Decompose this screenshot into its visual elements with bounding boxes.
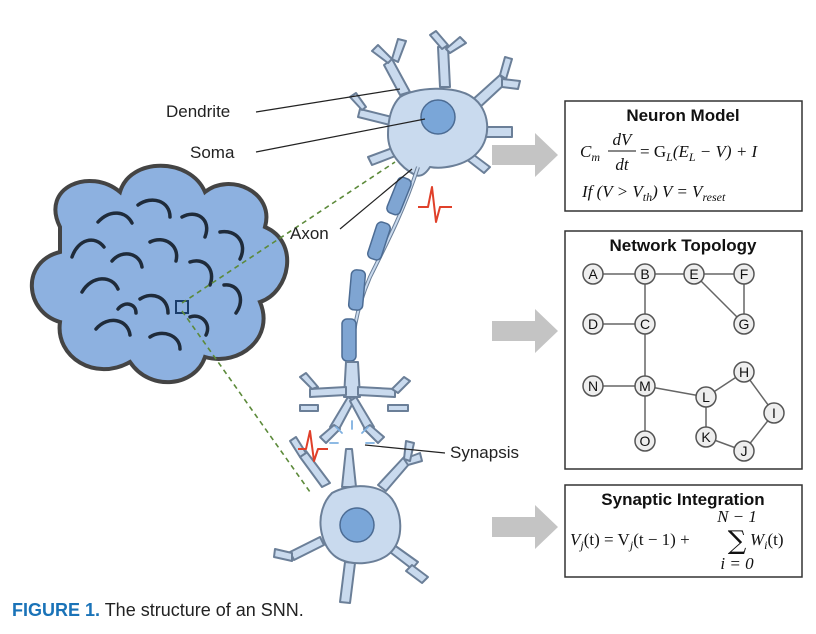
topology-node-circle (582, 313, 604, 335)
topology-node-circle (634, 430, 656, 452)
topology-node: J (733, 440, 755, 462)
integration-equation-rhs: Wi(t) (750, 530, 784, 552)
synaptic-integration-box: Synaptic Integration Vj(t) = Vj(t − 1) +… (564, 484, 803, 578)
topology-node: C (634, 313, 656, 335)
topology-node-circle (733, 440, 755, 462)
topology-node-circle (634, 313, 656, 335)
topology-node: G (733, 313, 755, 335)
sigma-symbol: ∑ (728, 526, 747, 556)
dt-denominator: dt (615, 155, 630, 174)
axon-label: Axon (290, 224, 329, 243)
topology-node-label: E (689, 266, 698, 282)
sum-upper-limit: N − 1 (716, 507, 757, 526)
figure-caption: FIGURE 1. The structure of an SNN. (12, 600, 304, 621)
sum-lower-limit: i = 0 (720, 554, 754, 573)
topology-node-label: A (588, 266, 598, 282)
topology-node: D (582, 313, 604, 335)
topology-node-label: C (640, 316, 650, 332)
synaptic-integration-title: Synaptic Integration (601, 490, 764, 509)
topology-node-circle (582, 375, 604, 397)
zoom-lines (181, 161, 396, 493)
caption-text: The structure of an SNN. (100, 600, 304, 620)
synapse-glow (329, 420, 375, 444)
top-soma-nucleus (420, 99, 456, 135)
topology-node: L (695, 386, 717, 408)
soma-label: Soma (190, 143, 235, 162)
network-topology-box: Network Topology A B E F D C G N M H L I O K J (564, 230, 803, 470)
topology-node-circle (695, 386, 717, 408)
topology-node-label: N (588, 378, 598, 394)
figure-label: FIGURE 1. (12, 600, 101, 620)
neuron-model-box: Neuron Model Cm dV dt = GL(EL − V) + I I… (564, 100, 803, 212)
dv-numerator: dV (613, 130, 635, 149)
arrow-right-icon-3 (492, 505, 558, 549)
topology-node-label: G (739, 316, 750, 332)
topology-node-label: B (640, 266, 649, 282)
bottom-soma-nucleus (339, 507, 375, 543)
topology-node-circle (582, 263, 604, 285)
axon (341, 166, 420, 368)
dendrite-label: Dendrite (166, 102, 230, 121)
topology-node-label: M (639, 378, 651, 394)
topology-node-circle (683, 263, 705, 285)
topology-node: H (733, 361, 755, 383)
topology-node-label: F (740, 266, 749, 282)
topology-node-label: L (702, 389, 710, 405)
cm-symbol: Cm (580, 142, 600, 164)
topology-node-circle (733, 361, 755, 383)
spike-icon-synapse (298, 430, 328, 462)
topology-node: E (683, 263, 705, 285)
topology-node-circle (634, 375, 656, 397)
topology-node: F (733, 263, 755, 285)
reset-condition: If (V > Vth) V = Vreset (581, 182, 726, 204)
leader-lines (255, 88, 446, 454)
topology-node-label: J (741, 443, 748, 459)
integration-equation-lhs: Vj(t) = Vj(t − 1) + (570, 530, 690, 552)
axon-terminals (299, 361, 411, 444)
neuron-model-title: Neuron Model (626, 106, 739, 125)
topology-node-label: K (701, 429, 711, 445)
brain-illustration (29, 163, 290, 385)
network-topology-title: Network Topology (609, 236, 757, 255)
arrow-right-icon (492, 133, 558, 177)
topology-node-circle (733, 313, 755, 335)
topology-node: I (763, 402, 785, 424)
topology-node-label: O (640, 433, 651, 449)
topology-node-circle (763, 402, 785, 424)
topology-node-circle (634, 263, 656, 285)
topology-node: O (634, 430, 656, 452)
topology-node: N (582, 375, 604, 397)
arrow-right-icon-2 (492, 309, 558, 353)
neuron-equation-rhs: = GL(EL − V) + I (640, 142, 759, 164)
topology-node-label: H (739, 364, 749, 380)
topology-node-label: D (588, 316, 598, 332)
topology-node: A (582, 263, 604, 285)
topology-node: B (634, 263, 656, 285)
synapsis-label: Synapsis (450, 443, 519, 462)
topology-node-label: I (772, 405, 776, 421)
spike-icon (418, 186, 452, 223)
topology-node: K (695, 426, 717, 448)
topology-node-circle (733, 263, 755, 285)
topology-node-circle (695, 426, 717, 448)
topology-node: M (634, 375, 656, 397)
